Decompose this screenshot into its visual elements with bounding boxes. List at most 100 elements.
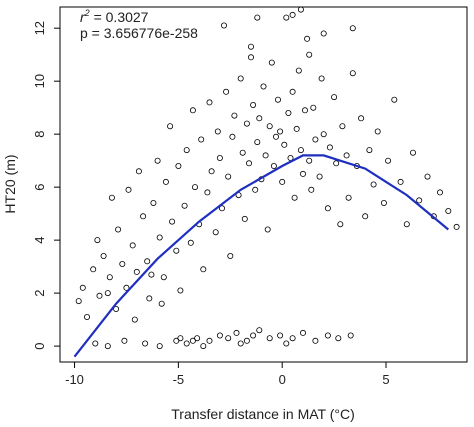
data-point xyxy=(229,133,236,140)
data-point xyxy=(281,141,288,148)
data-point xyxy=(310,104,317,111)
data-point xyxy=(227,252,234,259)
y-tick-label: 4 xyxy=(32,237,47,244)
data-point xyxy=(225,335,232,342)
data-point xyxy=(100,252,107,259)
data-point xyxy=(385,157,392,164)
data-point xyxy=(214,128,221,135)
data-point xyxy=(345,194,352,201)
y-tick-label: 6 xyxy=(32,184,47,191)
data-point xyxy=(293,125,300,132)
data-point xyxy=(424,173,431,180)
x-tick-label: 5 xyxy=(382,372,389,387)
data-point xyxy=(252,186,259,193)
y-tick-label: 0 xyxy=(32,342,47,349)
x-tick-label: -5 xyxy=(173,372,185,387)
data-point xyxy=(243,120,250,127)
data-point xyxy=(173,337,180,344)
data-point xyxy=(129,242,136,249)
data-point xyxy=(115,226,122,233)
r2-superscript: 2 xyxy=(84,8,90,18)
data-point xyxy=(200,266,207,273)
r2-value: = 0.3027 xyxy=(90,9,149,25)
data-point xyxy=(75,298,82,305)
data-point xyxy=(208,168,215,175)
data-point xyxy=(331,94,338,101)
data-point xyxy=(206,99,213,106)
data-point xyxy=(204,189,211,196)
data-point xyxy=(198,136,205,143)
data-point xyxy=(200,343,207,350)
data-point xyxy=(158,300,165,307)
data-point xyxy=(272,133,279,140)
data-point xyxy=(320,131,327,138)
data-point xyxy=(79,284,86,291)
data-point xyxy=(231,112,238,119)
data-point xyxy=(150,199,157,206)
data-point xyxy=(391,96,398,103)
data-point xyxy=(121,337,128,344)
data-point xyxy=(241,215,248,222)
data-point xyxy=(104,343,111,350)
data-point xyxy=(162,178,169,185)
data-point xyxy=(409,149,416,156)
data-point xyxy=(297,147,304,154)
data-point xyxy=(270,162,277,169)
data-point xyxy=(156,343,163,350)
data-point xyxy=(177,335,184,342)
data-point xyxy=(362,213,369,220)
data-point xyxy=(245,160,252,167)
data-point xyxy=(349,70,356,77)
data-point xyxy=(106,274,113,281)
data-point xyxy=(339,123,346,130)
data-point xyxy=(206,337,213,344)
data-point xyxy=(358,115,365,122)
data-points xyxy=(75,6,460,350)
fit-curve xyxy=(73,154,450,358)
data-point xyxy=(277,332,284,339)
data-point xyxy=(299,170,306,177)
data-point xyxy=(142,340,149,347)
data-point xyxy=(297,6,304,13)
data-point xyxy=(250,332,257,339)
y-tick-label: 12 xyxy=(32,21,47,35)
data-point xyxy=(397,178,404,185)
data-point xyxy=(96,292,103,299)
data-point xyxy=(140,213,147,220)
data-point xyxy=(167,123,174,130)
data-point xyxy=(312,136,319,143)
data-point xyxy=(347,332,354,339)
data-point xyxy=(256,327,263,334)
data-point xyxy=(131,316,138,323)
data-point xyxy=(243,337,250,344)
data-point xyxy=(181,202,188,209)
data-point xyxy=(312,337,319,344)
data-point xyxy=(301,107,308,114)
y-axis-label: HT20 (m) xyxy=(2,154,18,213)
x-tick-label: -10 xyxy=(65,372,84,387)
data-point xyxy=(453,223,460,230)
data-point xyxy=(154,157,161,164)
data-point xyxy=(374,128,381,135)
data-point xyxy=(277,128,284,135)
data-point xyxy=(268,59,275,66)
data-point xyxy=(295,67,302,74)
data-point xyxy=(260,83,267,90)
data-point xyxy=(326,144,333,151)
data-point xyxy=(216,154,223,161)
data-point xyxy=(337,221,344,228)
data-point xyxy=(148,271,155,278)
data-point xyxy=(173,247,180,254)
x-tick-label: 0 xyxy=(279,372,286,387)
data-point xyxy=(304,35,311,42)
data-point xyxy=(416,197,423,204)
data-point xyxy=(254,139,261,146)
data-point xyxy=(266,123,273,130)
data-point xyxy=(324,332,331,339)
data-point xyxy=(160,274,167,281)
data-point xyxy=(380,199,387,206)
data-point xyxy=(237,75,244,82)
data-point xyxy=(156,234,163,241)
data-point xyxy=(289,335,296,342)
data-point xyxy=(247,54,254,61)
